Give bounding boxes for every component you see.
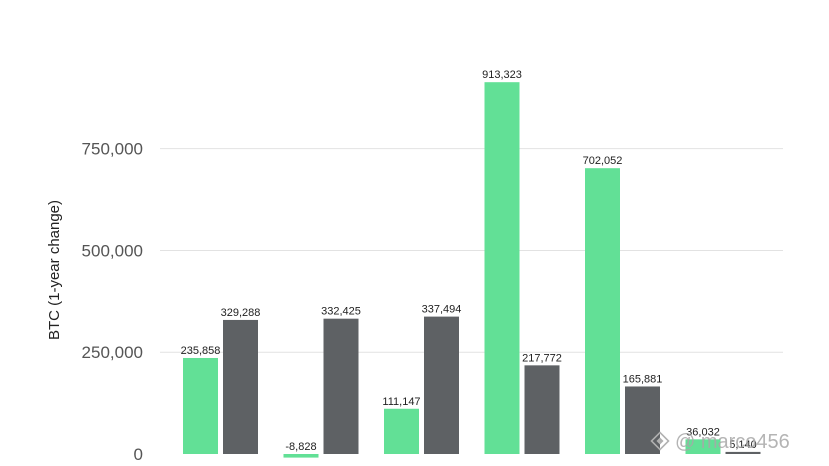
data-label: 329,288 bbox=[221, 307, 261, 319]
data-label: 5,140 bbox=[729, 439, 757, 451]
y-tick-label: 0 bbox=[134, 445, 143, 464]
data-label: -8,828 bbox=[285, 441, 316, 453]
data-label: 217,772 bbox=[522, 352, 562, 364]
data-label: 235,858 bbox=[181, 345, 221, 357]
data-labels: 235,858 -8,828 111,147 913,323 702,052 36,032… bbox=[181, 69, 757, 453]
bar bbox=[283, 454, 319, 458]
bar bbox=[725, 451, 761, 454]
data-label: 165,881 bbox=[623, 373, 663, 385]
watermark: @ marco456 bbox=[650, 431, 790, 453]
data-label: 913,323 bbox=[482, 69, 522, 81]
bar bbox=[223, 319, 258, 454]
grid-lines bbox=[160, 148, 783, 353]
data-label: 332,425 bbox=[321, 306, 361, 318]
bar bbox=[424, 316, 459, 454]
watermark-text: @ marco456 bbox=[675, 431, 790, 453]
y-axis-ticks: 0 250,000 500,000 750,000 bbox=[82, 140, 143, 464]
data-label: 111,147 bbox=[382, 396, 420, 408]
y-tick-label: 750,000 bbox=[82, 140, 143, 159]
data-label: 337,494 bbox=[422, 304, 462, 316]
bar bbox=[685, 439, 721, 454]
data-label: 36,032 bbox=[686, 426, 720, 438]
data-label: 702,052 bbox=[583, 155, 623, 167]
bars bbox=[183, 82, 761, 458]
y-axis-title: BTC (1-year change) bbox=[46, 200, 63, 340]
y-tick-label: 250,000 bbox=[82, 343, 143, 362]
y-tick-label: 500,000 bbox=[82, 241, 143, 260]
bar bbox=[384, 408, 419, 454]
bar bbox=[484, 82, 520, 454]
bar bbox=[183, 357, 218, 454]
bar bbox=[323, 318, 359, 454]
bar bbox=[524, 365, 560, 454]
bar bbox=[585, 168, 620, 454]
watermark-icon bbox=[650, 431, 670, 451]
